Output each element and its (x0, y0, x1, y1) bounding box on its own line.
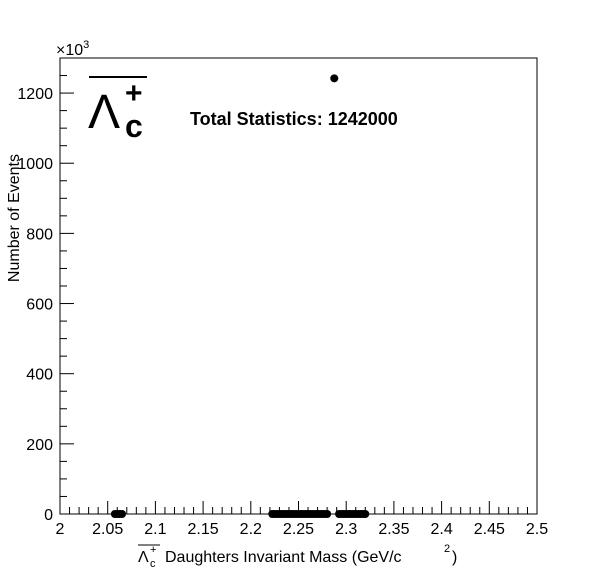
x-tick-label: 2.5 (526, 521, 548, 538)
y-tick-label: 400 (26, 367, 53, 384)
y-axis-tick-labels: 0 200 400 600 800 1000 1200 (17, 86, 53, 524)
y-axis-ticks (60, 57, 74, 515)
x-axis-title-close: ) (452, 549, 457, 566)
x-axis-title-particle-base: Λ (138, 549, 149, 566)
data-point (323, 510, 332, 518)
y-tick-label: 1000 (17, 156, 53, 173)
x-tick-label: 2.2 (240, 521, 262, 538)
x-axis-title-text: Daughters Invariant Mass (GeV/c (165, 549, 402, 566)
x-tick-label: 2 (56, 521, 65, 538)
data-point (361, 510, 370, 518)
total-statistics-annotation: Total Statistics: 1242000 (190, 109, 398, 129)
x-tick-label: 2.4 (430, 521, 452, 538)
data-point (118, 510, 127, 518)
x-tick-label: 2.25 (283, 521, 314, 538)
particle-symbol-superscript: + (125, 77, 143, 110)
x-tick-label: 2.35 (378, 521, 409, 538)
x-tick-label: 2.1 (144, 521, 166, 538)
x-tick-label: 2.45 (474, 521, 505, 538)
x-axis-tick-labels: 2 2.05 2.1 2.15 2.2 2.25 2.3 2.35 2.4 2.45 2.5 (56, 521, 549, 538)
x-tick-label: 2.3 (335, 521, 357, 538)
particle-symbol-base: Λ (88, 86, 120, 139)
data-point (330, 74, 339, 83)
y-axis-title: Number of Events (6, 154, 23, 282)
x-axis-ticks (59, 501, 538, 514)
y-tick-label: 200 (26, 437, 53, 454)
particle-symbol-subscript: c (125, 108, 143, 144)
x-tick-label: 2.15 (188, 521, 219, 538)
y-tick-label: 1200 (17, 86, 53, 103)
x-tick-label: 2.05 (92, 521, 123, 538)
x-axis-title-particle-superscript: + (150, 544, 156, 556)
y-tick-label: 600 (26, 297, 53, 314)
particle-symbol: Λ + c (88, 76, 147, 144)
x-axis-title: Λ c + Daughters Invariant Mass (GeV/c 2 … (138, 543, 457, 570)
y-axis-multiplier-exponent: 3 (83, 39, 89, 51)
x-axis-title-particle-subscript: c (150, 558, 156, 570)
data-points (110, 74, 370, 518)
x-axis-title-unit-power: 2 (444, 543, 450, 555)
y-tick-label: 800 (26, 226, 53, 243)
y-tick-label: 0 (44, 507, 53, 524)
y-axis-multiplier: ×103 (56, 39, 89, 59)
